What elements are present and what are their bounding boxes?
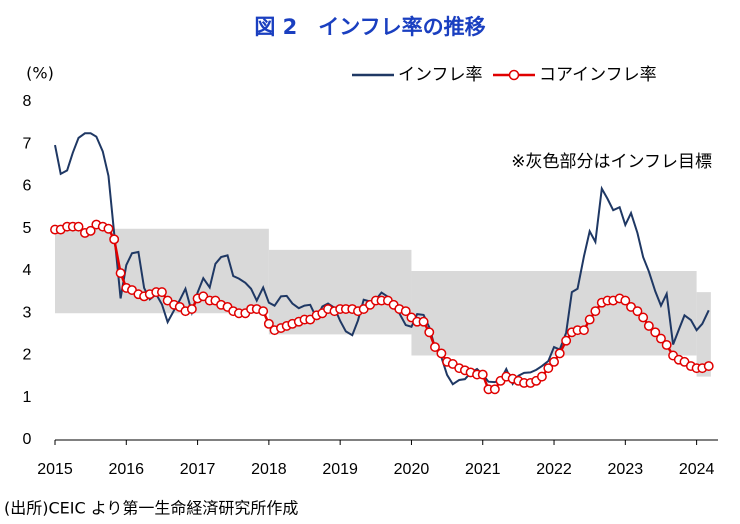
x-tick-label: 2024 <box>679 461 715 478</box>
chart-title: 図 2 インフレ率の推移 <box>254 15 485 39</box>
series-marker <box>549 356 559 367</box>
series-marker <box>424 327 435 338</box>
y-tick-label: 2 <box>23 347 32 364</box>
series-marker <box>418 316 429 327</box>
x-tick-label: 2023 <box>608 461 644 478</box>
y-tick-label: 6 <box>23 178 32 195</box>
x-tick-label: 2016 <box>108 461 144 478</box>
x-tick-label: 2020 <box>394 461 430 478</box>
series-marker <box>656 333 666 344</box>
annotation: ※灰色部分はインフレ目標 <box>511 152 712 172</box>
target-band <box>55 228 269 314</box>
series-marker <box>73 221 84 232</box>
source: (出所)CEIC より第一生命経済研究所作成 <box>4 499 298 518</box>
y-tick-label: 8 <box>23 93 32 110</box>
series-marker <box>661 339 672 350</box>
x-tick-label: 2021 <box>465 461 501 478</box>
series-marker <box>109 234 120 245</box>
series-line <box>54 132 710 386</box>
series-marker <box>85 225 96 236</box>
series-marker <box>579 325 589 336</box>
x-tick-label: 2018 <box>251 461 287 478</box>
y-tick-label: 3 <box>23 304 32 321</box>
y-tick-label: 0 <box>23 431 32 448</box>
y-tick-label: 7 <box>23 135 32 152</box>
series-marker <box>103 223 114 234</box>
series-marker <box>156 287 167 298</box>
target-band <box>411 271 697 356</box>
legend-label: コアインフレ率 <box>539 65 657 85</box>
series-marker <box>489 384 500 395</box>
series-marker <box>543 363 554 374</box>
series-marker <box>703 361 714 372</box>
series-marker <box>632 306 643 317</box>
legend-label: インフレ率 <box>398 65 483 85</box>
series-marker <box>643 320 654 331</box>
series-marker <box>650 327 661 338</box>
series-marker <box>186 304 197 314</box>
x-tick-label: 2015 <box>37 461 73 478</box>
series-marker <box>638 312 649 323</box>
series-marker <box>561 335 572 346</box>
legend-marker <box>508 69 520 81</box>
series-marker <box>536 371 547 382</box>
series-marker <box>584 314 595 325</box>
y-tick-label: 1 <box>23 389 32 406</box>
x-tick-label: 2022 <box>536 461 572 478</box>
series-marker <box>620 295 631 306</box>
series-marker <box>400 306 411 317</box>
series-marker <box>258 306 269 317</box>
x-tick-label: 2019 <box>322 461 358 478</box>
series-marker <box>554 348 565 359</box>
x-tick-label: 2017 <box>180 461 216 478</box>
series-marker <box>477 369 488 380</box>
y-tick-label: 4 <box>23 262 32 279</box>
series-marker <box>590 306 601 317</box>
series-marker <box>436 348 447 359</box>
series-marker <box>263 318 274 329</box>
y-tick-label: 5 <box>23 220 32 237</box>
series-marker <box>430 342 440 352</box>
y-axis-label: (%) <box>26 64 54 83</box>
series-marker <box>115 268 126 279</box>
